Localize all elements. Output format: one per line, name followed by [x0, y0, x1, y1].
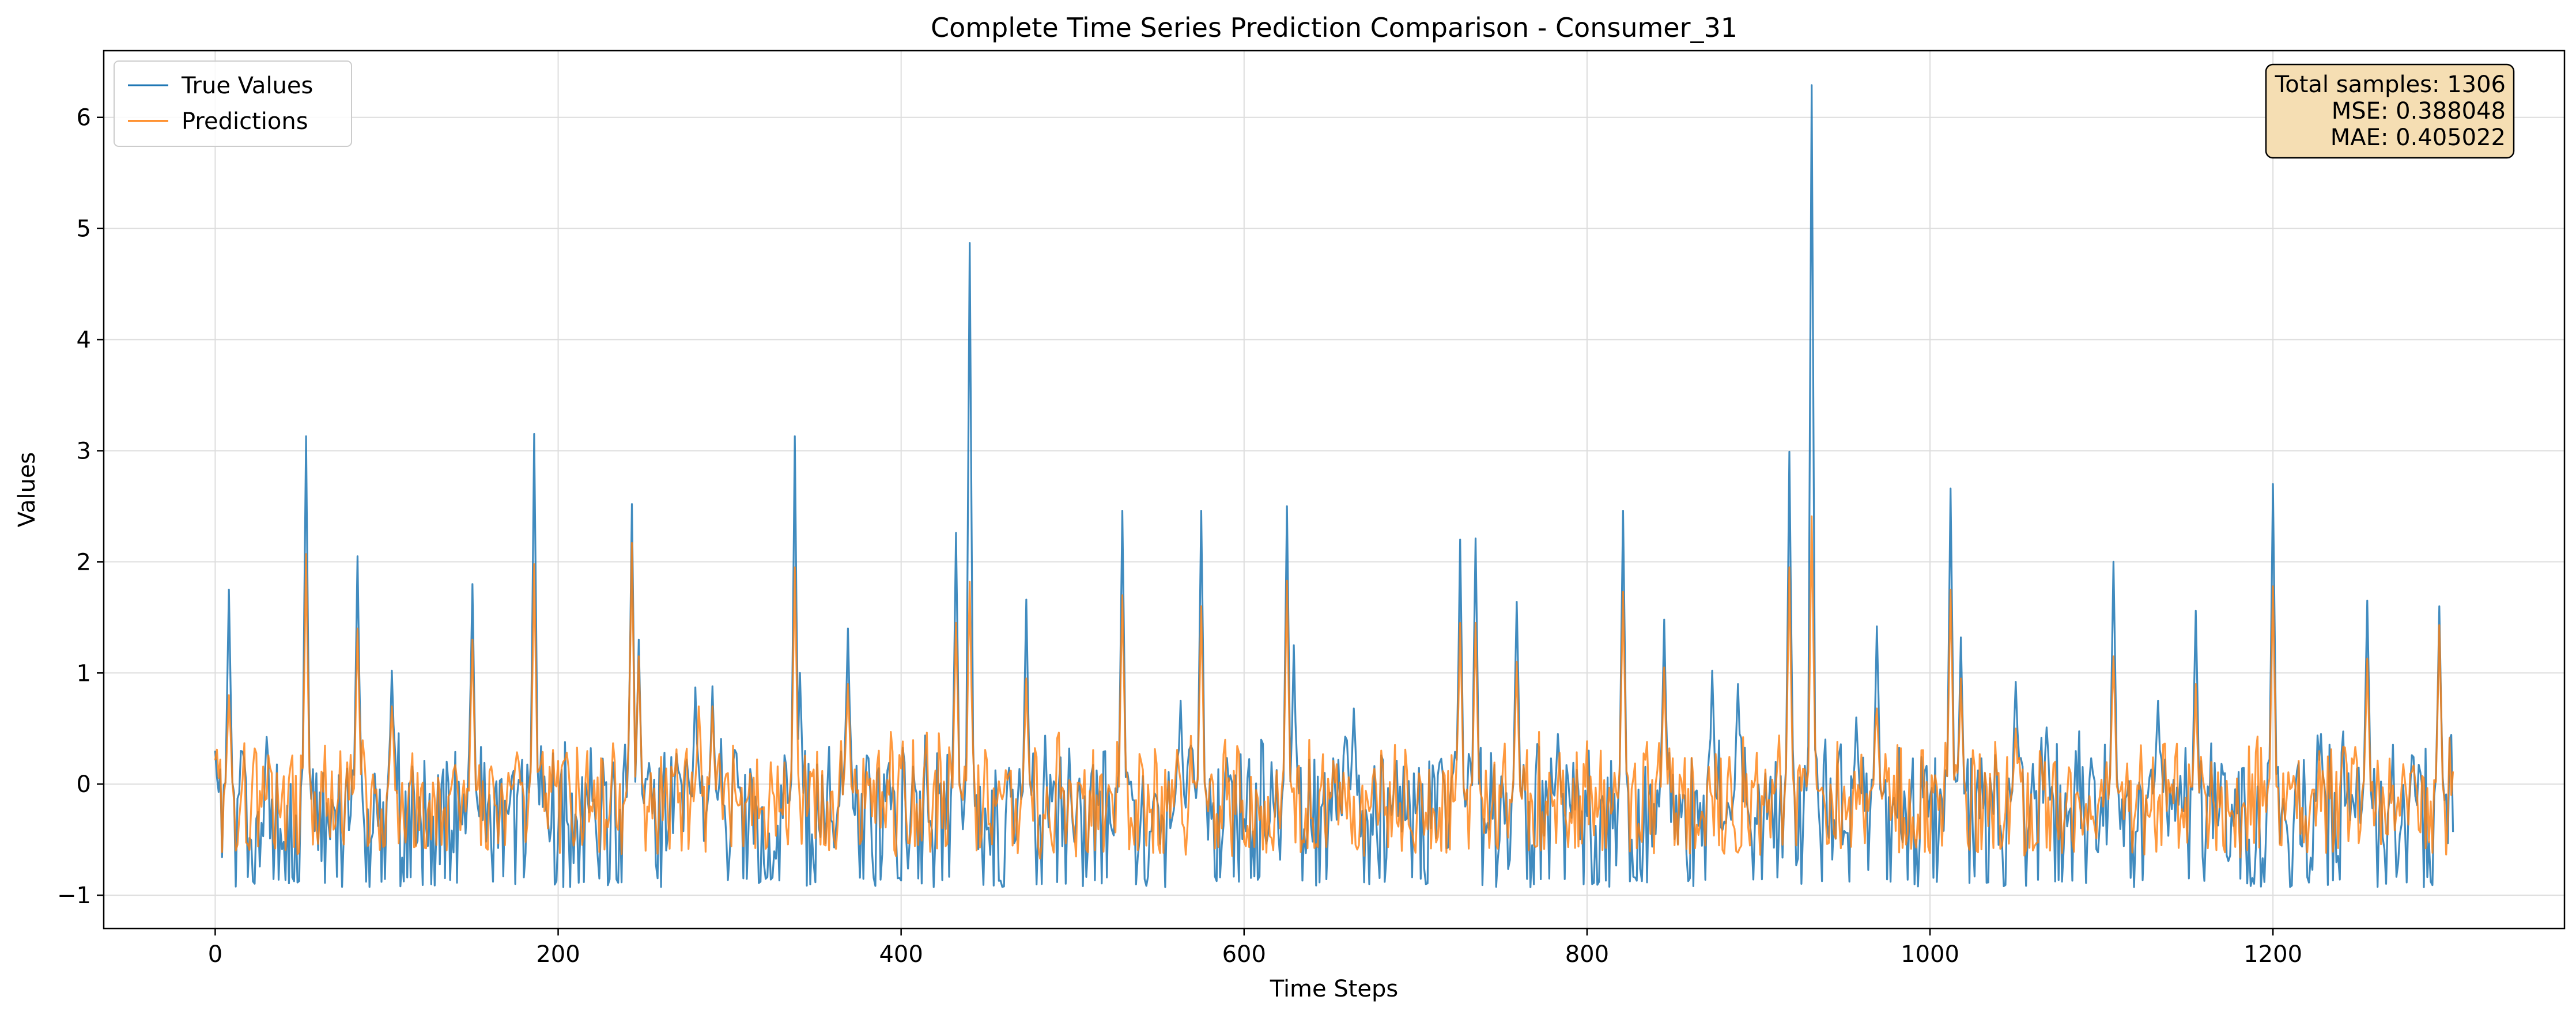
plot-area [214, 84, 2454, 888]
stats-mse: MSE: 0.388048 [2332, 98, 2506, 124]
y-tick-label-5: 4 [77, 327, 91, 354]
x-axis-ticks: 0 200 400 600 800 1000 1200 [208, 929, 2302, 968]
y-axis-ticks: −1 0 1 2 3 4 5 6 [57, 105, 104, 909]
legend-label-predictions: Predictions [182, 108, 308, 135]
y-tick-label-3: 2 [77, 549, 91, 575]
stats-box: Total samples: 1306 MSE: 0.388048 MAE: 0… [2265, 63, 2515, 159]
y-tick-label-4: 3 [77, 438, 91, 464]
plot-frame [103, 50, 2566, 930]
x-tick-label-0: 0 [208, 941, 222, 968]
stats-mae: MAE: 0.405022 [2331, 124, 2506, 151]
x-tick-label-5: 1000 [1901, 941, 1959, 968]
y-tick-label-2: 1 [77, 660, 91, 687]
x-axis-label: Time Steps [1270, 976, 1399, 1002]
legend-label-true-values: True Values [181, 73, 313, 99]
series-line-predictions [214, 515, 2454, 859]
x-tick-label-6: 1200 [2243, 941, 2302, 968]
x-tick-label-4: 800 [1565, 941, 1609, 968]
stats-box-background [2265, 63, 2515, 159]
legend-box [114, 60, 352, 147]
chart-title: Complete Time Series Prediction Comparis… [931, 12, 1738, 43]
y-axis-label: Values [14, 452, 40, 528]
x-tick-label-2: 400 [879, 941, 923, 968]
y-tick-label-7: 6 [77, 105, 91, 131]
x-tick-label-1: 200 [536, 941, 580, 968]
stats-total-samples: Total samples: 1306 [2275, 71, 2506, 98]
y-tick-label-1: 0 [77, 771, 91, 798]
y-tick-label-0: −1 [57, 882, 91, 909]
y-tick-label-6: 5 [77, 216, 91, 243]
x-tick-label-3: 600 [1222, 941, 1266, 968]
legend: True Values Predictions [114, 60, 352, 147]
